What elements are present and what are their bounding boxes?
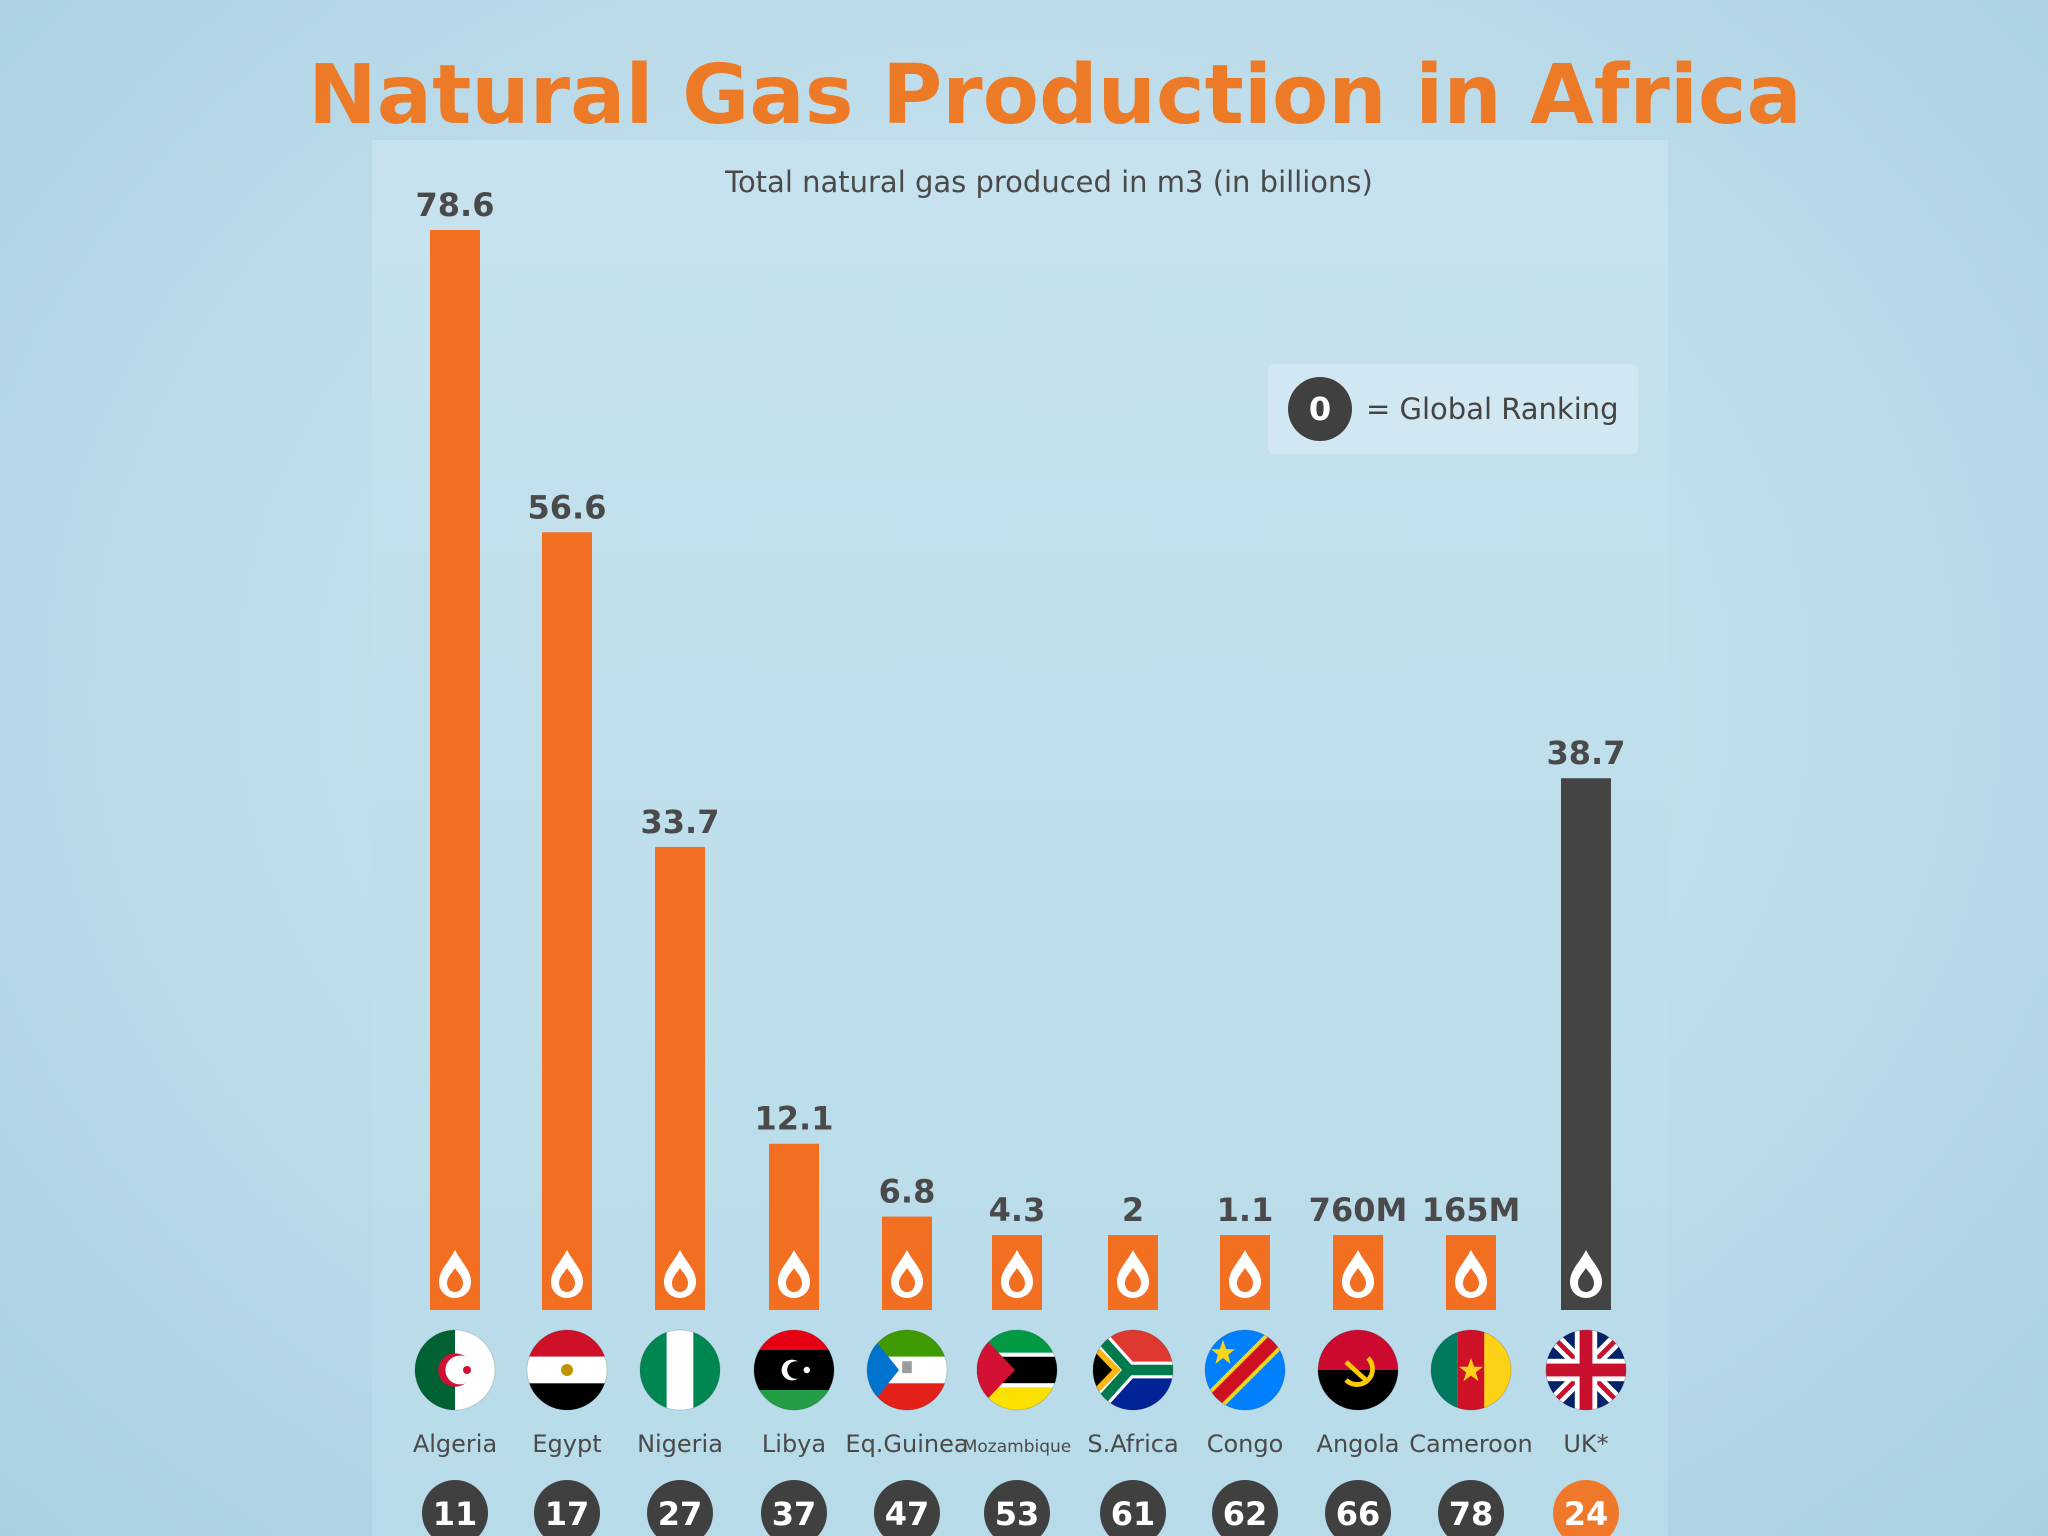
rank-badge xyxy=(1553,1480,1619,1536)
flag-outline xyxy=(1204,1329,1286,1411)
flame-icon xyxy=(1342,1250,1374,1298)
rank-label: 24 xyxy=(1564,1495,1609,1533)
category-label: Angola xyxy=(1317,1430,1400,1458)
category-label: S.Africa xyxy=(1087,1430,1178,1458)
value-label: 6.8 xyxy=(879,1173,936,1211)
value-label: 4.3 xyxy=(989,1191,1046,1229)
rank-label: 66 xyxy=(1336,1495,1381,1533)
rank-label: 47 xyxy=(885,1495,930,1533)
bar xyxy=(1108,1235,1158,1310)
flame-icon xyxy=(551,1250,583,1298)
flame-icon xyxy=(891,1250,923,1298)
bar xyxy=(1333,1235,1383,1310)
value-label: 56.6 xyxy=(528,488,607,526)
rank-label: 37 xyxy=(772,1495,817,1533)
legend: 0 = Global Ranking xyxy=(1268,364,1638,454)
chart-subtitle: Total natural gas produced in m3 (in bil… xyxy=(725,165,1373,199)
rank-badge xyxy=(1438,1480,1504,1536)
rank-badge xyxy=(984,1480,1050,1536)
bar xyxy=(430,230,480,1310)
rank-badge xyxy=(534,1480,600,1536)
value-label: 33.7 xyxy=(641,803,720,841)
category-label: Congo xyxy=(1207,1430,1284,1458)
flag-outline xyxy=(1430,1329,1512,1411)
bar xyxy=(1561,778,1611,1310)
rank-badge xyxy=(422,1480,488,1536)
rank-badge xyxy=(1212,1480,1278,1536)
legend-label: = Global Ranking xyxy=(1366,392,1619,426)
flag-outline xyxy=(1545,1329,1627,1411)
category-label: Libya xyxy=(762,1430,826,1458)
category-label: Nigeria xyxy=(637,1430,723,1458)
category-label: Egypt xyxy=(532,1430,601,1458)
flag-outline xyxy=(526,1329,608,1411)
flag-icon xyxy=(1546,1330,1626,1410)
flag-outline xyxy=(866,1329,948,1411)
value-label: 760M xyxy=(1309,1191,1408,1229)
rank-label: 53 xyxy=(995,1495,1040,1533)
flame-icon xyxy=(1229,1250,1261,1298)
flag-outline xyxy=(639,1329,721,1411)
flame-icon xyxy=(778,1250,810,1298)
flag-outline xyxy=(1092,1329,1174,1411)
rank-label: 61 xyxy=(1111,1495,1156,1533)
bar xyxy=(655,846,705,1310)
value-label: 38.7 xyxy=(1547,734,1626,772)
flag-icon xyxy=(1205,1330,1285,1410)
flame-icon xyxy=(1001,1250,1033,1298)
flag-outline xyxy=(753,1329,835,1411)
bar xyxy=(542,532,592,1310)
value-label: 2 xyxy=(1122,1191,1144,1229)
bar xyxy=(992,1235,1042,1310)
value-label: 1.1 xyxy=(1217,1191,1274,1229)
rank-badge xyxy=(874,1480,940,1536)
rank-badge xyxy=(1100,1480,1166,1536)
flame-icon xyxy=(664,1250,696,1298)
rank-label: 17 xyxy=(545,1495,590,1533)
rank-label: 27 xyxy=(658,1495,703,1533)
rank-badge xyxy=(1325,1480,1391,1536)
flame-icon xyxy=(439,1250,471,1298)
category-label: Algeria xyxy=(413,1430,497,1458)
flame-icon xyxy=(1117,1250,1149,1298)
category-label: Cameroon xyxy=(1409,1430,1533,1458)
bar xyxy=(769,1143,819,1310)
rank-label: 11 xyxy=(433,1495,478,1533)
chart-title: Natural Gas Production in Africa xyxy=(308,48,1802,143)
flag-outline xyxy=(976,1329,1058,1411)
flame-icon xyxy=(1455,1250,1487,1298)
bar xyxy=(1446,1235,1496,1310)
bar xyxy=(1220,1235,1270,1310)
value-label: 165M xyxy=(1422,1191,1521,1229)
category-label: Mozambique xyxy=(963,1437,1072,1457)
flag-outline xyxy=(414,1329,496,1411)
category-label: Eq.Guinea xyxy=(845,1430,968,1458)
legend-rank-symbol: 0 xyxy=(1288,377,1352,441)
rank-label: 62 xyxy=(1223,1495,1268,1533)
rank-badge xyxy=(761,1480,827,1536)
rank-badge xyxy=(647,1480,713,1536)
value-label: 78.6 xyxy=(416,186,495,224)
flame-icon xyxy=(1570,1250,1602,1298)
rank-label: 78 xyxy=(1449,1495,1494,1533)
category-label: UK* xyxy=(1563,1430,1608,1458)
value-label: 12.1 xyxy=(755,1100,834,1138)
flag-outline xyxy=(1317,1329,1399,1411)
